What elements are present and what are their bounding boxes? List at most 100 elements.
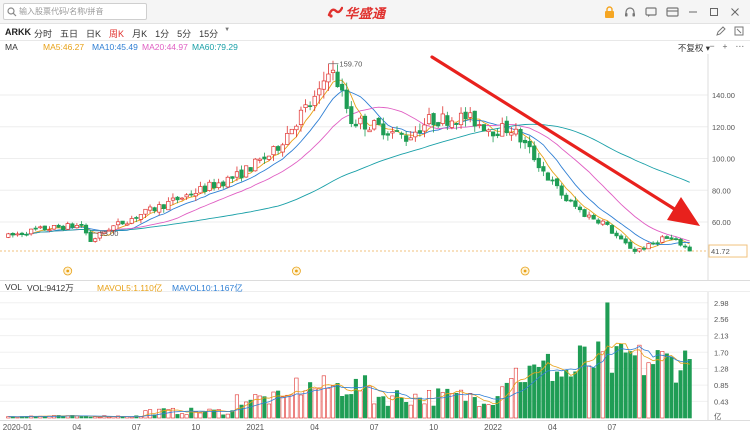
candle[interactable] [262, 152, 267, 164]
volume-bar[interactable] [495, 396, 500, 419]
candle[interactable] [582, 208, 587, 218]
candle[interactable] [481, 124, 487, 132]
candle[interactable] [253, 157, 258, 172]
volume-bar[interactable] [527, 365, 532, 419]
volume-bar[interactable] [189, 407, 194, 419]
candle[interactable] [591, 213, 596, 220]
candle[interactable] [609, 223, 615, 235]
candle[interactable] [266, 155, 272, 161]
candle[interactable] [472, 110, 477, 132]
volume-bar[interactable] [390, 395, 395, 419]
volume-bar[interactable] [417, 397, 422, 419]
candle[interactable] [93, 237, 98, 243]
candle[interactable] [504, 116, 509, 136]
volume-bar[interactable] [248, 399, 253, 419]
volume-bar[interactable] [56, 415, 61, 419]
tab-weekly-k[interactable]: 周K [109, 29, 125, 39]
wallet-icon[interactable] [665, 5, 679, 19]
volume-bar[interactable] [509, 378, 514, 419]
candle[interactable] [157, 201, 162, 216]
candle[interactable] [651, 241, 656, 246]
candle[interactable] [10, 232, 15, 238]
volume-bar[interactable] [257, 395, 262, 419]
candle[interactable] [550, 176, 555, 185]
candle[interactable] [239, 165, 244, 182]
volume-bar[interactable] [568, 376, 573, 419]
volume-bar[interactable] [486, 404, 491, 419]
volume-bar[interactable] [445, 388, 450, 419]
candle[interactable] [225, 175, 230, 189]
candle[interactable] [422, 118, 427, 138]
volume-bar[interactable] [541, 360, 546, 419]
volume-bar[interactable] [500, 386, 505, 419]
candle[interactable] [42, 225, 47, 232]
candle[interactable] [518, 127, 523, 149]
close-icon[interactable] [728, 5, 742, 19]
candle[interactable] [326, 63, 331, 91]
candle[interactable] [56, 223, 61, 228]
candle[interactable] [458, 107, 464, 129]
search-input[interactable] [19, 5, 144, 18]
volume-bar[interactable] [321, 375, 326, 419]
volume-bar[interactable] [605, 302, 610, 419]
tab-daily-k[interactable]: 日K [86, 29, 102, 39]
volume-bar[interactable] [79, 416, 84, 419]
candle[interactable] [74, 223, 79, 229]
candle[interactable] [298, 106, 304, 132]
volume-bar[interactable] [15, 416, 20, 419]
candle[interactable] [596, 218, 601, 225]
candle[interactable] [97, 232, 102, 241]
tab-intraday[interactable]: 分时 [34, 29, 53, 39]
candle[interactable] [134, 215, 139, 223]
volume-bar[interactable] [353, 378, 358, 419]
tab-monthly-k[interactable]: 月K [132, 29, 148, 39]
volume-bar[interactable] [349, 394, 354, 419]
candle[interactable] [641, 245, 647, 251]
candle[interactable] [358, 115, 363, 130]
volume-bar[interactable] [660, 351, 665, 419]
volume-bar[interactable] [303, 390, 308, 419]
volume-bar[interactable] [564, 370, 569, 419]
candle[interactable] [125, 221, 130, 226]
candle[interactable] [413, 126, 418, 142]
candle[interactable] [394, 126, 400, 132]
candle[interactable] [47, 226, 52, 233]
candle[interactable] [463, 107, 468, 127]
candle[interactable] [70, 222, 75, 229]
candle[interactable] [628, 239, 633, 249]
adjust-dropdown[interactable]: 不复权 ▾ [677, 43, 710, 53]
volume-bar[interactable] [394, 390, 400, 419]
volume-bar[interactable] [463, 400, 468, 419]
candle[interactable] [687, 245, 692, 252]
candle[interactable] [234, 166, 240, 182]
candle[interactable] [554, 177, 560, 189]
volume-bar[interactable] [376, 396, 381, 419]
search-box[interactable] [3, 3, 147, 20]
candle[interactable] [271, 145, 276, 161]
candle[interactable] [532, 141, 537, 162]
candle[interactable] [619, 233, 624, 240]
volume-bar[interactable] [440, 392, 445, 419]
candle[interactable] [244, 165, 249, 178]
tab-5min[interactable]: 5分 [177, 29, 192, 39]
volume-bar[interactable] [225, 413, 230, 419]
candle[interactable] [147, 204, 153, 214]
candle[interactable] [344, 82, 349, 114]
volume-bar[interactable] [454, 392, 459, 419]
zoom-in-icon[interactable]: + [722, 41, 728, 51]
candle[interactable] [120, 220, 125, 225]
lock-icon[interactable] [602, 5, 616, 19]
candle[interactable] [564, 192, 569, 202]
volume-bar[interactable] [472, 397, 477, 419]
volume-bar[interactable] [468, 393, 473, 419]
volume-bar[interactable] [221, 414, 226, 419]
candle[interactable] [522, 136, 528, 149]
candle[interactable] [353, 119, 358, 128]
candle[interactable] [655, 240, 660, 247]
volume-bar[interactable] [289, 394, 294, 419]
candle[interactable] [673, 236, 679, 241]
chevron-down-icon[interactable]: ▼ [224, 27, 231, 33]
candle[interactable] [367, 126, 372, 133]
volume-bar[interactable] [600, 351, 605, 419]
candle[interactable] [138, 214, 144, 224]
